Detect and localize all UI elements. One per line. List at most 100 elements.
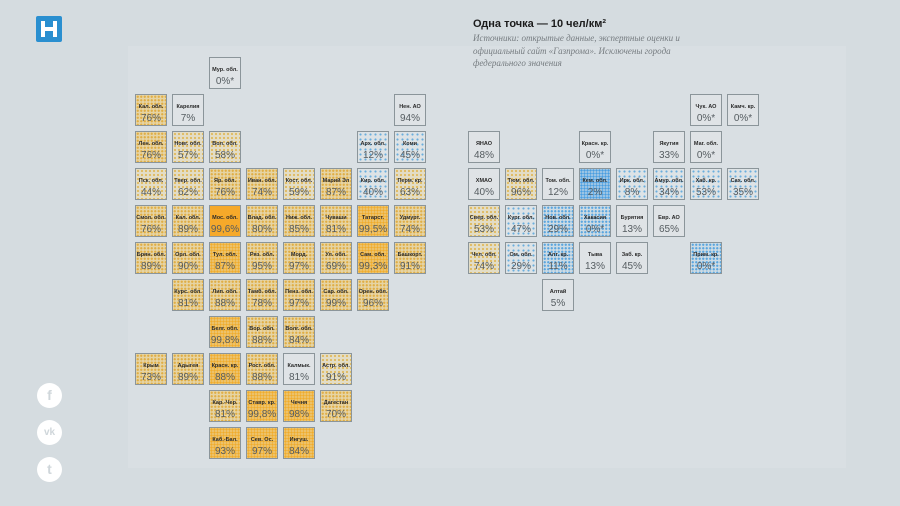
region-tile[interactable]: Чел. обл. 74% (468, 242, 500, 274)
region-tile[interactable]: Сев. Ос. 97% (246, 427, 278, 459)
logo-icon[interactable] (36, 16, 62, 42)
region-tile[interactable]: Яр. обл. 76% (209, 168, 241, 200)
region-tile[interactable]: Хакасия 0%* (579, 205, 611, 237)
region-tile[interactable]: Ставр. кр. 99,8% (246, 390, 278, 422)
region-tile[interactable]: Адыгея 89% (172, 353, 204, 385)
region-tile[interactable]: Чуваши 81% (320, 205, 352, 237)
region-tile[interactable]: Мур. обл. 0%* (209, 57, 241, 89)
region-tile[interactable]: Якутия 33% (653, 131, 685, 163)
region-tile[interactable]: Хаб. кр. 53% (690, 168, 722, 200)
region-tile[interactable]: Вол. обл. 58% (209, 131, 241, 163)
region-tile[interactable]: Орен. обл. 96% (357, 279, 389, 311)
region-tile[interactable]: Тул. обл. 87% (209, 242, 241, 274)
facebook-button[interactable]: f (37, 383, 62, 408)
region-tile[interactable]: Маг. обл. 0%* (690, 131, 722, 163)
region-tile[interactable]: Ом. обл. 29% (505, 242, 537, 274)
region-tile[interactable]: Прим. кр. 0%* (690, 242, 722, 274)
region-tile[interactable]: Курс. обл. 81% (172, 279, 204, 311)
region-name: ЯНАО (475, 141, 493, 147)
region-tile[interactable]: Пск. обл. 44% (135, 168, 167, 200)
region-tile[interactable]: Удмурт. 74% (394, 205, 426, 237)
region-tile[interactable]: Кем. обл. 2% (579, 168, 611, 200)
region-tile[interactable]: Марий Эл 87% (320, 168, 352, 200)
region-value: 57% (177, 150, 198, 161)
region-tile[interactable]: Кург. обл. 47% (505, 205, 537, 237)
region-name: Чел. обл. (471, 252, 497, 258)
region-name: Сар. обл. (323, 289, 349, 295)
region-tile[interactable]: Нов. обл. 29% (542, 205, 574, 237)
region-tile[interactable]: Калмык. 81% (283, 353, 315, 385)
region-tile[interactable]: Ирк. обл. 8% (616, 168, 648, 200)
region-tile[interactable]: Новг. обл. 57% (172, 131, 204, 163)
region-tile[interactable]: Алт. кр. 11% (542, 242, 574, 274)
region-tile[interactable]: Кир. обл. 40% (357, 168, 389, 200)
region-tile[interactable]: Сах. обл. 35% (727, 168, 759, 200)
region-tile[interactable]: Сар. обл. 99% (320, 279, 352, 311)
region-tile[interactable]: Волг. обл. 84% (283, 316, 315, 348)
region-tile[interactable]: Красн. кр. 88% (209, 353, 241, 385)
twitter-button[interactable]: t (37, 457, 62, 482)
region-tile[interactable]: Брян. обл. 89% (135, 242, 167, 274)
region-name: Хакасия (583, 215, 607, 221)
region-tile[interactable]: Орл. обл. 90% (172, 242, 204, 274)
region-tile[interactable]: Иван. обл. 74% (246, 168, 278, 200)
region-tile[interactable]: Карелия 7% (172, 94, 204, 126)
region-tile[interactable]: Нен. АО 94% (394, 94, 426, 126)
region-tile[interactable]: Кост. обл. 59% (283, 168, 315, 200)
region-tile[interactable]: Арх. обл. 12% (357, 131, 389, 163)
region-tile[interactable]: Вор. обл. 88% (246, 316, 278, 348)
region-tile[interactable]: Евр. АО 65% (653, 205, 685, 237)
region-tile[interactable]: Красн. кр. 0%* (579, 131, 611, 163)
region-tile[interactable]: Кал. обл. 76% (135, 94, 167, 126)
region-tile[interactable]: Влад. обл. 80% (246, 205, 278, 237)
region-tile[interactable]: Дагестан 70% (320, 390, 352, 422)
region-tile[interactable]: ЯНАО 48% (468, 131, 500, 163)
region-tile[interactable]: Ниж. обл. 85% (283, 205, 315, 237)
region-value: 74% (251, 187, 272, 198)
region-tile[interactable]: Камч. кр. 0%* (727, 94, 759, 126)
region-tile[interactable]: Кар.-Чер. 81% (209, 390, 241, 422)
region-name: Тамб. обл. (247, 289, 277, 295)
region-tile[interactable]: Перм. кр. 63% (394, 168, 426, 200)
region-tile[interactable]: Бурятия 13% (616, 205, 648, 237)
region-tile[interactable]: Амур. обл. 34% (653, 168, 685, 200)
twitter-icon: t (47, 461, 52, 477)
region-tile[interactable]: Лип. обл. 88% (209, 279, 241, 311)
region-tile[interactable]: Пенз. обл. 97% (283, 279, 315, 311)
region-tile[interactable]: Мос. обл. 99,6% (209, 205, 241, 237)
region-value: 81% (177, 298, 198, 309)
region-value: 96% (510, 187, 531, 198)
region-tile[interactable]: Башкорт. 91% (394, 242, 426, 274)
region-tile[interactable]: Крым 73% (135, 353, 167, 385)
region-tile[interactable]: Морд. 97% (283, 242, 315, 274)
region-tile[interactable]: Кал. обл. 89% (172, 205, 204, 237)
region-tile[interactable]: Татарст. 99,5% (357, 205, 389, 237)
vk-button[interactable]: vk (37, 420, 62, 445)
region-tile[interactable]: Чук. АО 0%* (690, 94, 722, 126)
region-tile[interactable]: Коми 45% (394, 131, 426, 163)
region-tile[interactable]: Свер. обл. 53% (468, 205, 500, 237)
region-tile[interactable]: Лен. обл. 76% (135, 131, 167, 163)
region-tile[interactable]: Ряз. обл. 95% (246, 242, 278, 274)
region-tile[interactable]: Белг. обл. 99,8% (209, 316, 241, 348)
region-tile[interactable]: Тюм. обл. 96% (505, 168, 537, 200)
region-value: 74% (473, 261, 494, 272)
region-tile[interactable]: Смол. обл. 76% (135, 205, 167, 237)
region-tile[interactable]: Каб.-Бал. 93% (209, 427, 241, 459)
region-tile[interactable]: Астр. обл. 91% (320, 353, 352, 385)
region-value: 62% (177, 187, 198, 198)
region-tile[interactable]: Чечня 98% (283, 390, 315, 422)
region-tile[interactable]: Сам. обл. 99,3% (357, 242, 389, 274)
region-tile[interactable]: Ингуш. 84% (283, 427, 315, 459)
region-tile[interactable]: ХМАО 40% (468, 168, 500, 200)
region-tile[interactable]: Тамб. обл. 78% (246, 279, 278, 311)
region-tile[interactable]: Ул. обл. 69% (320, 242, 352, 274)
region-tile[interactable]: Том. обл. 12% (542, 168, 574, 200)
region-value: 99,8% (210, 335, 240, 346)
region-tile[interactable]: Алтай 5% (542, 279, 574, 311)
region-tile[interactable]: Заб. кр. 45% (616, 242, 648, 274)
region-tile[interactable]: Твер. обл. 62% (172, 168, 204, 200)
region-tile[interactable]: Тыва 13% (579, 242, 611, 274)
region-value: 34% (658, 187, 679, 198)
region-tile[interactable]: Рост. обл. 88% (246, 353, 278, 385)
